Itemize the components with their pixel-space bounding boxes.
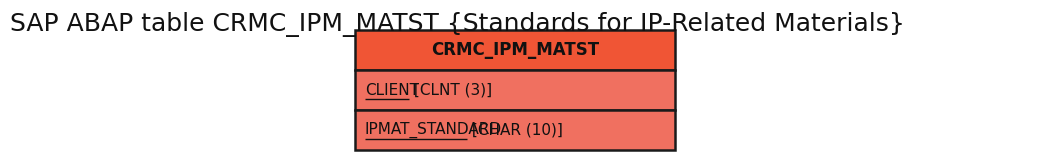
Text: CRMC_IPM_MATST: CRMC_IPM_MATST <box>431 41 599 59</box>
Text: SAP ABAP table CRMC_IPM_MATST {Standards for IP-Related Materials}: SAP ABAP table CRMC_IPM_MATST {Standards… <box>10 12 905 37</box>
Text: [CLNT (3)]: [CLNT (3)] <box>409 82 492 98</box>
Text: CLIENT: CLIENT <box>365 82 418 98</box>
Text: [CHAR (10)]: [CHAR (10)] <box>467 122 563 137</box>
Bar <box>355 70 675 110</box>
Text: IPMAT_STANDARD: IPMAT_STANDARD <box>365 122 502 138</box>
Bar <box>355 110 675 150</box>
Bar <box>355 30 675 70</box>
